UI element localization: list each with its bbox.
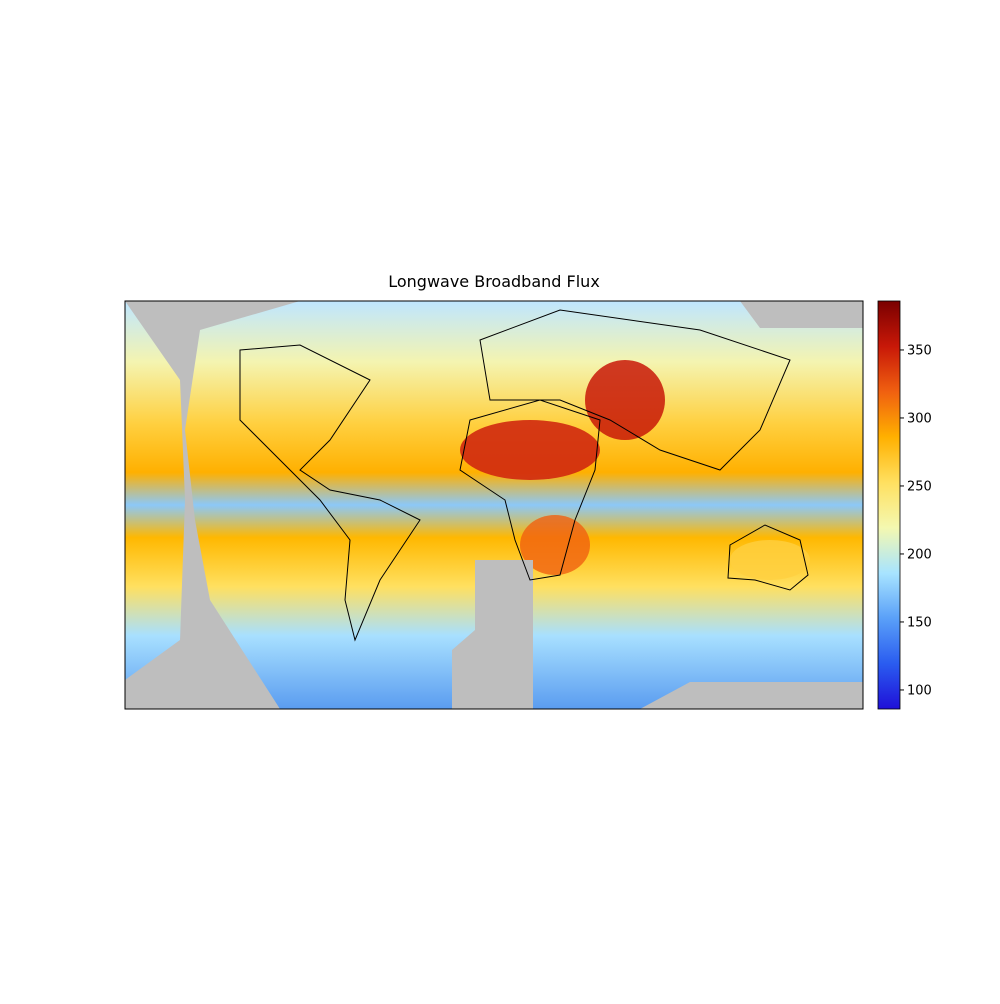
no-data	[452, 560, 533, 709]
hot-region	[585, 360, 665, 440]
hot-region	[460, 420, 600, 480]
map	[125, 301, 863, 709]
colorbar-tick-label: 300	[907, 411, 932, 426]
map-frame	[124, 300, 864, 710]
no-data	[125, 301, 300, 709]
coastline	[239, 344, 421, 642]
coastline	[459, 399, 601, 581]
colorbar-tick-label: 100	[907, 683, 932, 698]
warm-region	[730, 540, 810, 580]
colorbar-tick-label: 250	[907, 479, 932, 494]
coastline	[727, 524, 809, 591]
colorbar-tick-label: 350	[907, 343, 932, 358]
colorbar	[877, 300, 901, 710]
no-data	[125, 301, 863, 328]
colorbar-tick-label: 150	[907, 615, 932, 630]
chart-title: Longwave Broadband Flux	[388, 272, 600, 291]
coastline	[479, 309, 791, 471]
colorbar-tick-label: 200	[907, 547, 932, 562]
no-data	[640, 682, 863, 709]
